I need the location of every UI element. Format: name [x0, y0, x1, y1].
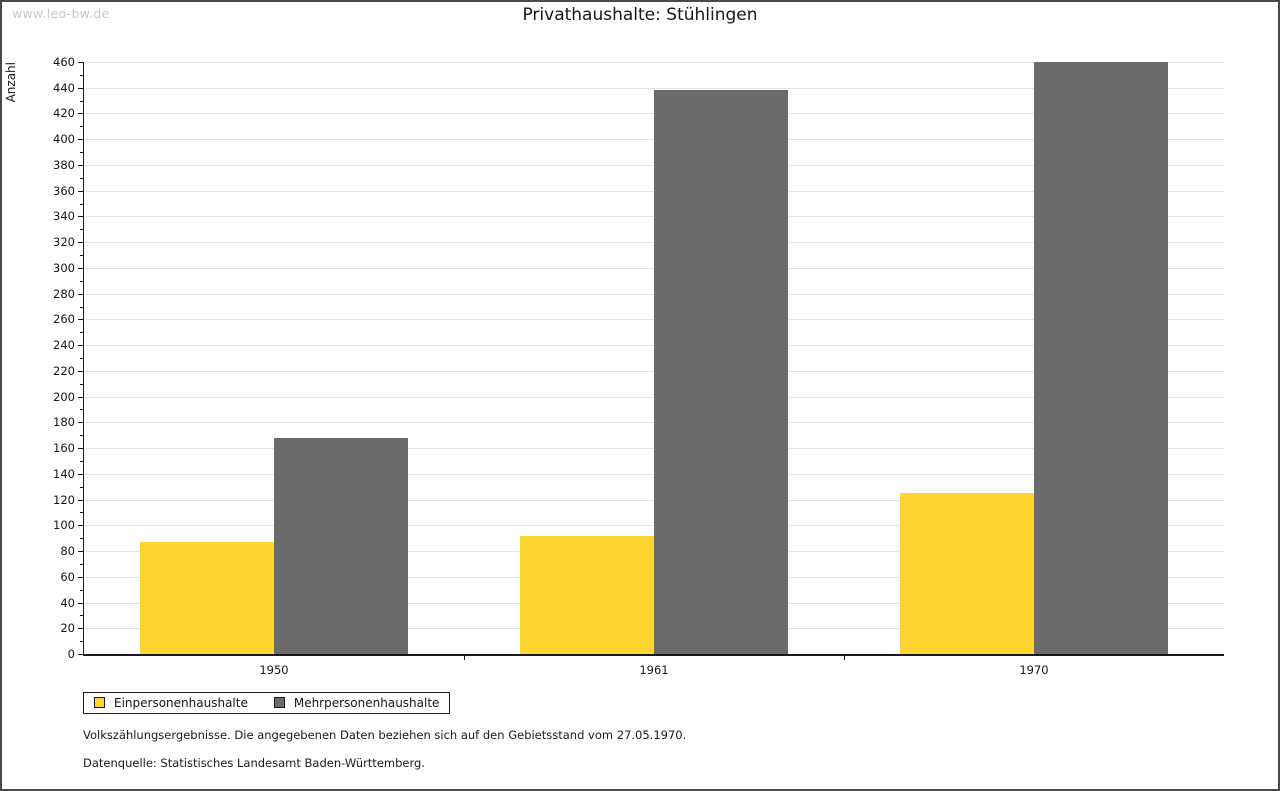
y-axis-minor-tick — [80, 358, 84, 359]
legend-item-einpersonenhaushalte[interactable]: Einpersonenhaushalte — [94, 696, 248, 710]
legend-item-label: Einpersonenhaushalte — [114, 695, 248, 710]
y-axis-tick — [78, 551, 84, 553]
y-axis-tick — [78, 525, 84, 527]
y-axis-tick-label: 320 — [53, 235, 75, 250]
page-title: Privathaushalte: Stühlingen — [522, 5, 758, 25]
y-axis-minor-tick — [80, 306, 84, 308]
x-axis-tick — [464, 654, 465, 660]
y-axis-minor-tick — [80, 229, 84, 231]
y-axis-tick-label: 460 — [53, 55, 75, 69]
y-axis-minor-tick — [80, 383, 84, 385]
y-axis-tick — [78, 473, 84, 475]
y-axis-tick — [78, 628, 84, 630]
y-axis-tick — [78, 293, 84, 295]
x-axis-tick-label: 1961 — [639, 663, 669, 677]
y-axis-tick-label: 60 — [60, 569, 75, 584]
y-axis-tick-label: 380 — [53, 157, 75, 172]
y-axis-minor-tick — [80, 435, 84, 437]
footnote-data-source: Datenquelle: Statistisches Landesamt Bad… — [83, 756, 425, 770]
y-axis-tick — [78, 190, 84, 192]
y-axis-minor-tick — [80, 74, 84, 76]
y-axis-minor-tick — [80, 177, 84, 179]
y-axis-minor-tick — [80, 615, 84, 617]
y-axis-tick — [78, 216, 84, 218]
y-axis-tick-label: 260 — [53, 312, 75, 327]
y-axis-tick — [78, 422, 84, 424]
y-axis-tick — [78, 164, 84, 166]
y-axis-minor-tick — [80, 280, 84, 282]
watermark: www.leo-bw.de — [12, 6, 110, 21]
y-axis-tick-label: 40 — [60, 595, 75, 610]
plot-area: 0 20 40 60 80 100 120 140 160 180 200 220 240 260 280 3… — [53, 55, 1224, 677]
y-axis-tick-label: 100 — [53, 518, 75, 533]
gridline — [84, 62, 1224, 63]
y-axis-tick-label: 340 — [53, 209, 75, 224]
legend-swatch-icon — [273, 697, 285, 708]
y-axis-tick — [78, 319, 84, 321]
y-axis-minor-tick — [80, 409, 84, 411]
footnote-census-note: Volkszählungsergebnisse. Die angegebenen… — [83, 728, 687, 742]
y-axis-tick-label: 440 — [53, 80, 75, 95]
y-axis-label: Anzahl — [4, 62, 18, 103]
y-axis-minor-tick — [80, 589, 84, 591]
bar-1970-mehrpersonenhaushalte[interactable] — [1034, 62, 1168, 654]
y-axis-tick — [78, 602, 84, 604]
y-axis-tick-label: 80 — [60, 544, 75, 559]
y-axis-tick — [78, 267, 84, 269]
bar-1961-mehrpersonenhaushalte[interactable] — [654, 90, 788, 654]
y-axis-tick — [78, 87, 84, 89]
y-axis-tick-label: 400 — [53, 132, 75, 147]
y-axis-tick-label: 20 — [60, 621, 75, 636]
y-axis-tick — [78, 499, 84, 501]
x-axis-tick — [844, 654, 845, 660]
x-axis-tick-label: 1970 — [1019, 663, 1049, 677]
legend-item-label: Mehrpersonenhaushalte — [293, 695, 440, 710]
y-axis-tick-label: 300 — [53, 260, 75, 275]
y-axis-minor-tick — [80, 255, 84, 257]
y-axis-minor-tick — [80, 538, 84, 540]
y-axis-tick-label: 360 — [53, 183, 75, 198]
y-axis-tick-label: 420 — [53, 106, 75, 121]
y-axis-minor-tick — [80, 100, 84, 102]
y-axis-minor-tick — [80, 641, 84, 643]
y-axis-minor-tick — [80, 332, 84, 334]
x-axis-tick-label: 1950 — [259, 663, 289, 677]
y-axis-tick-label: 140 — [53, 466, 75, 481]
y-axis-tick — [78, 62, 84, 63]
y-axis-minor-tick — [80, 152, 84, 154]
y-axis-tick — [78, 576, 84, 578]
y-axis-tick-label: 220 — [53, 363, 75, 378]
chart-legend: Einpersonenhaushalte Mehrpersonenhaushal… — [83, 692, 451, 714]
y-axis-minor-tick — [80, 563, 84, 565]
bar-1950-einpersonenhaushalte[interactable] — [140, 542, 274, 654]
y-axis-tick-label: 180 — [53, 415, 75, 430]
x-axis-line — [83, 654, 1224, 656]
y-axis-tick-label: 0 — [67, 647, 75, 661]
y-axis-tick — [78, 396, 84, 398]
bar-1950-mehrpersonenhaushalte[interactable] — [274, 437, 408, 654]
y-axis-tick-label: 120 — [53, 492, 75, 507]
legend-item-mehrpersonenhaushalte[interactable]: Mehrpersonenhaushalte — [273, 695, 440, 710]
gridline — [84, 87, 1224, 89]
y-axis-tick — [78, 139, 84, 141]
y-axis-minor-tick — [80, 486, 84, 488]
y-axis-tick-label: 200 — [53, 389, 75, 404]
y-axis-minor-tick — [80, 460, 84, 462]
y-axis-tick — [78, 113, 84, 115]
y-axis-tick-label: 280 — [53, 286, 75, 301]
y-axis-tick — [78, 654, 84, 655]
y-axis-tick — [78, 242, 84, 244]
bar-1970-einpersonenhaushalte[interactable] — [900, 493, 1034, 654]
y-axis-tick — [78, 370, 84, 372]
legend-swatch-icon — [94, 697, 105, 708]
y-axis-tick — [78, 448, 84, 450]
y-axis-tick-label: 160 — [53, 441, 75, 456]
y-axis-minor-tick — [80, 126, 84, 128]
bar-1961-einpersonenhaushalte[interactable] — [520, 535, 654, 654]
y-axis-minor-tick — [80, 203, 84, 205]
y-axis-tick-label: 240 — [53, 338, 75, 353]
y-axis-tick — [78, 345, 84, 347]
y-axis-minor-tick — [80, 512, 84, 514]
